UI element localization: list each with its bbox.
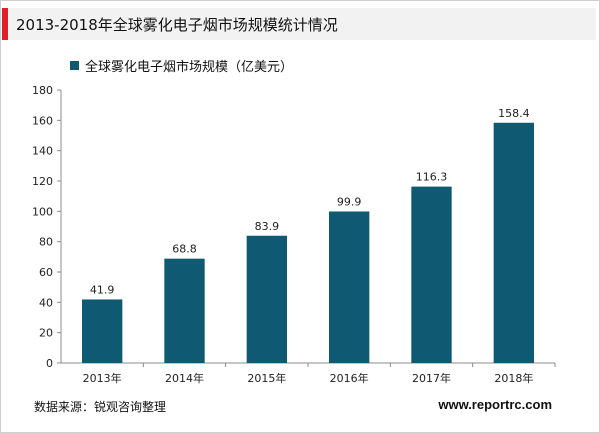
bar [164,258,205,363]
data-label: 83.9 [255,220,280,233]
data-label: 41.9 [90,283,115,296]
x-tick-label: 2018年 [494,371,533,385]
data-label: 68.8 [172,243,197,256]
page-title: 2013-2018年全球雾化电子烟市场规模统计情况 [16,16,338,34]
y-tick-label: 40 [39,296,53,309]
data-label: 99.9 [337,195,362,208]
data-label: 116.3 [416,171,448,184]
bar [246,235,288,363]
data-source-note: 数据来源：锐观咨询整理 [34,400,167,414]
y-tick-label: 180 [32,84,53,97]
bar [81,299,123,363]
y-tick-label: 80 [39,236,53,249]
legend-swatch [70,60,79,70]
data-label: 158.4 [498,107,530,120]
chart-legend: 全球雾化电子烟市场规模（亿美元） [70,57,294,75]
y-tick-label: 0 [46,357,53,370]
website-watermark: www.reportrc.com [438,397,552,412]
y-tick-label: 160 [32,114,53,127]
x-tick-label: 2016年 [330,371,369,385]
x-tick-label: 2017年 [412,371,451,385]
bar [493,122,535,363]
y-tick-label: 120 [32,175,53,188]
bar [328,211,370,363]
y-tick-label: 140 [32,145,53,158]
title-bar: 2013-2018年全球雾化电子烟市场规模统计情况 [2,8,596,40]
x-tick-label: 2014年 [165,371,204,385]
x-tick-label: 2015年 [247,371,286,385]
bar [411,186,452,363]
x-tick-label: 2013年 [83,371,122,385]
y-tick-label: 100 [32,205,53,218]
y-tick-label: 60 [39,266,53,279]
y-tick-label: 20 [39,327,53,340]
title-accent-bar [2,8,8,40]
legend-label: 全球雾化电子烟市场规模（亿美元） [85,59,294,75]
